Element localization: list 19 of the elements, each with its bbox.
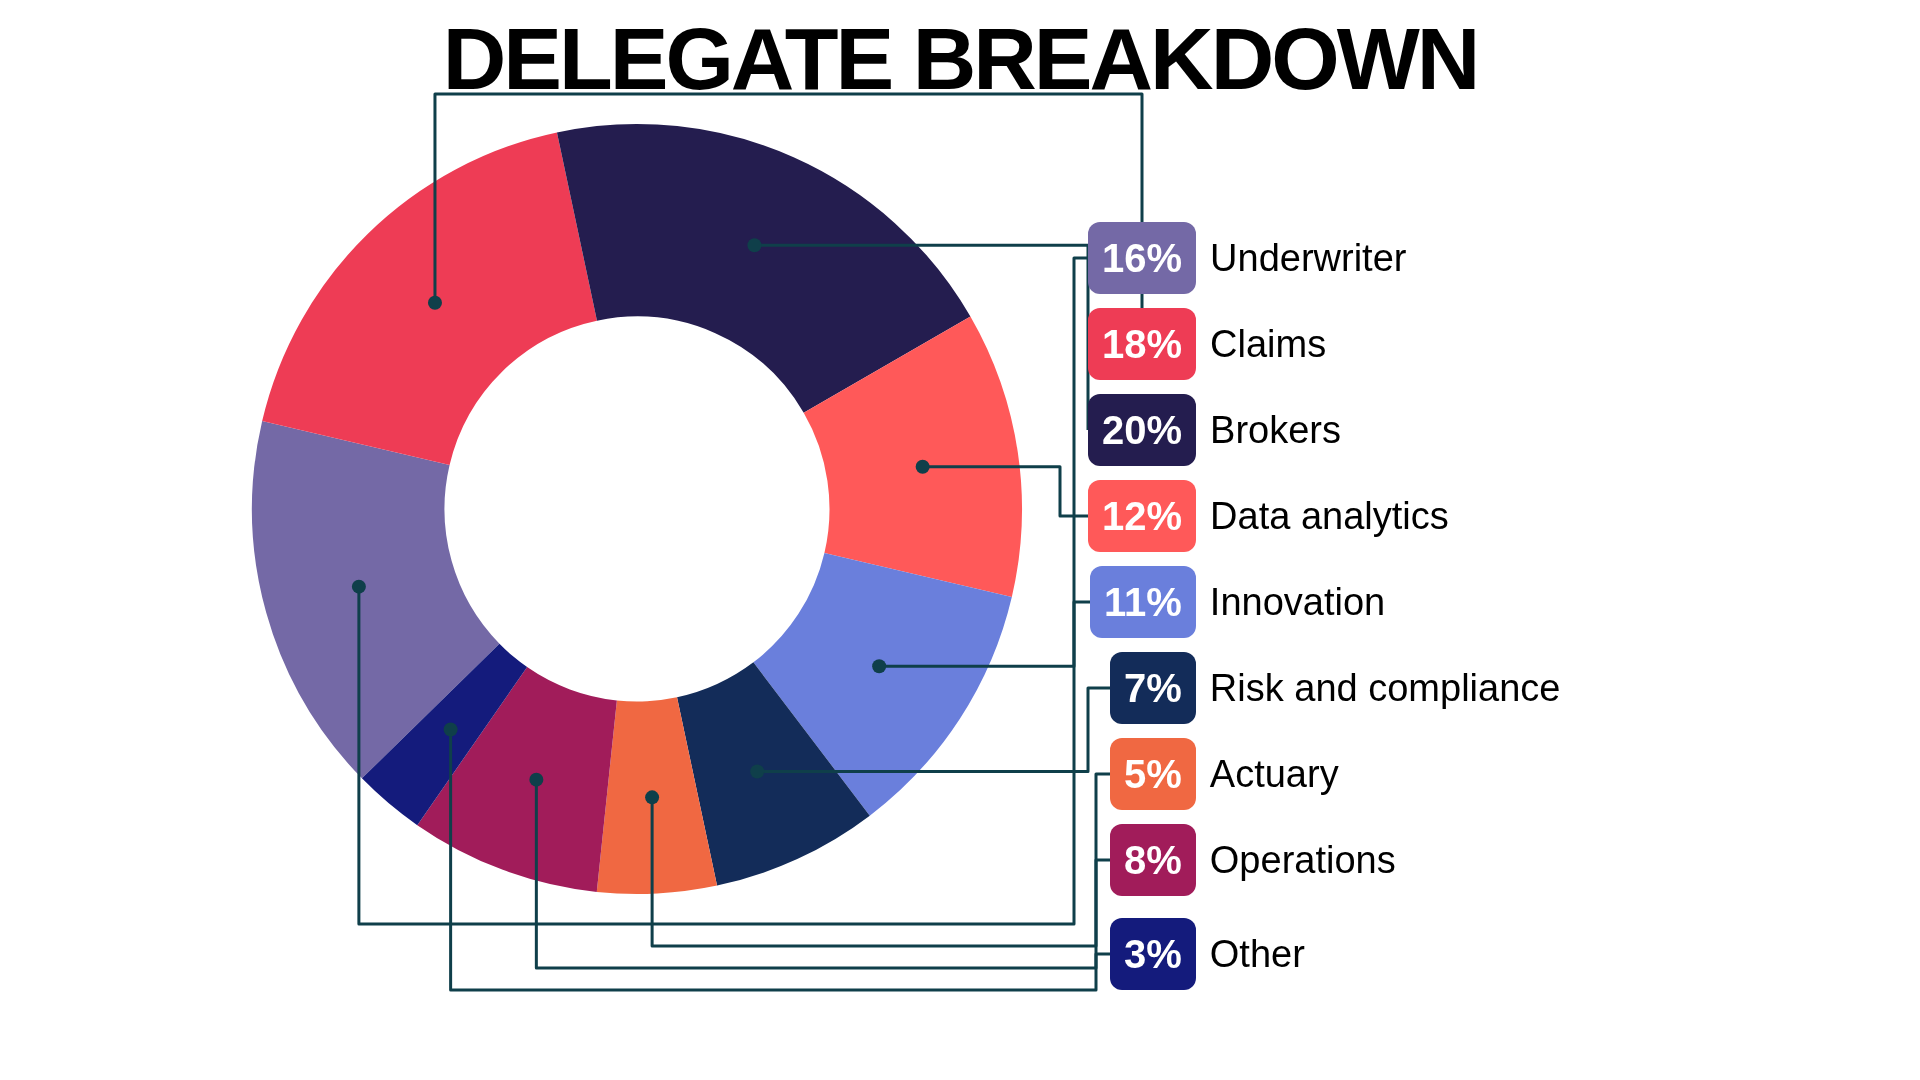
chart-title: DELEGATE BREAKDOWN xyxy=(441,8,1479,110)
legend-label: Claims xyxy=(1210,322,1327,366)
legend-label: Actuary xyxy=(1209,752,1339,796)
data-label: 18% xyxy=(1088,308,1197,380)
data-label: 20% xyxy=(1088,394,1197,466)
data-label: 16% xyxy=(1088,222,1197,294)
data-label: 3% xyxy=(1110,918,1196,990)
data-label: 12% xyxy=(1088,480,1197,552)
legend-label: Underwriter xyxy=(1210,236,1407,280)
data-label: 8% xyxy=(1110,824,1196,896)
legend-label: Operations xyxy=(1209,838,1396,882)
legend-label: Risk and compliance xyxy=(1209,666,1561,710)
data-label: 5% xyxy=(1110,738,1196,810)
legend-label: Data analytics xyxy=(1210,494,1449,538)
data-label: 7% xyxy=(1110,652,1196,724)
legend-label: Brokers xyxy=(1210,408,1341,452)
data-label: 11% xyxy=(1090,566,1196,638)
legend-label: Innovation xyxy=(1209,580,1386,624)
legend-label: Other xyxy=(1209,932,1305,976)
